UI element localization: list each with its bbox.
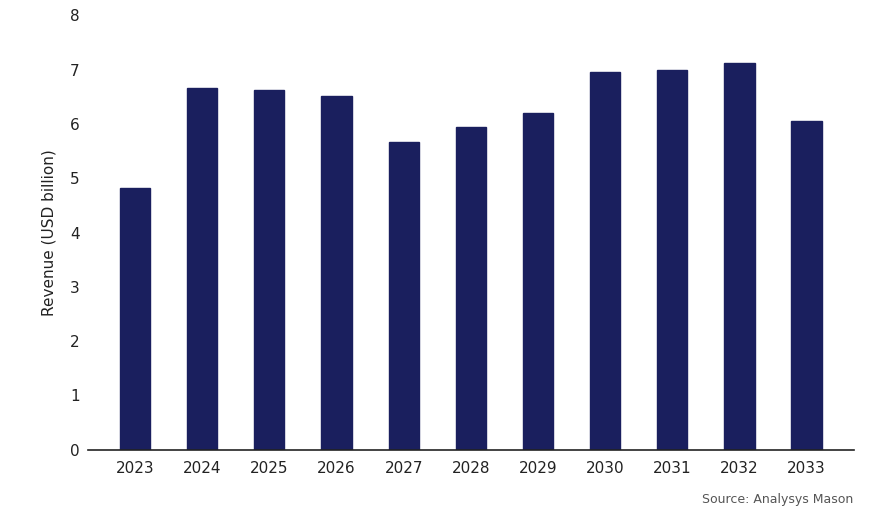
Bar <box>389 142 419 450</box>
Bar <box>120 188 150 450</box>
Text: Source: Analysys Mason: Source: Analysys Mason <box>702 493 854 506</box>
Y-axis label: Revenue (USD billion): Revenue (USD billion) <box>41 149 56 316</box>
Bar <box>187 87 217 450</box>
Bar <box>657 69 687 450</box>
Bar <box>724 63 754 450</box>
Bar <box>254 90 284 450</box>
Bar <box>523 113 553 450</box>
Bar <box>321 96 352 450</box>
Bar <box>791 121 822 450</box>
Bar <box>590 73 620 450</box>
Bar <box>456 127 486 450</box>
